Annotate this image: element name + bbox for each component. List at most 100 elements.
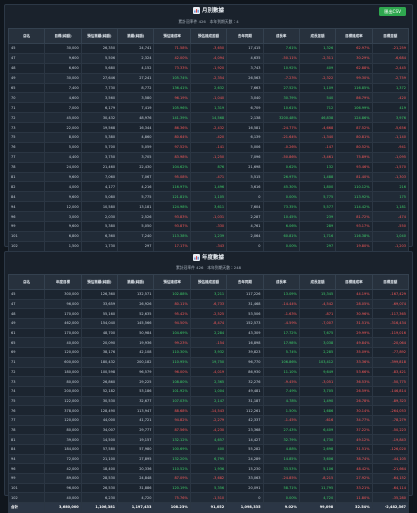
table-cell: 108.80% [153,376,191,387]
table-cell: 3,606 [298,453,337,465]
table-cell: 600,000 [44,356,82,368]
table-cell: 99.23% [153,337,191,349]
table-cell: 17,415 [226,43,264,54]
chart-icon [192,254,200,261]
table-cell: -141 [189,141,228,153]
table-cell: 96,770 [226,356,264,368]
table-cell: 49.12% [335,434,373,445]
table-cell: 9,649 [298,366,337,378]
table-cell: 5,700 [80,141,119,153]
table-cell: -2,759 [371,72,410,84]
table-cell: 124.98% [153,201,191,213]
table-row: 49 462,000 154,040 145,566 94.50% -8,474 152,5… [7,318,410,329]
table-cell: 21,100 [80,453,119,465]
table-cell: 78 [7,424,46,436]
table-cell: 31,886 [117,482,155,494]
column-header: 成長率 [262,274,300,290]
summary: 累計冠率件 426 本年到期天數：4 [178,19,239,24]
table-cell: -117,365 [371,308,410,320]
table-cell: 11.10% [262,366,300,378]
table-cell: 3,560 [80,92,119,104]
table-cell: 80,000 [44,424,82,436]
table-cell: 3,976 [371,112,410,124]
table-cell: 45,000 [44,112,82,124]
header-row: 店名 目標(純額) 預估業績(純額) 業績(純額) 預估達成率 預估達成差額 去年同期 成長率… [7,28,410,44]
table-cell: 49,481 [226,385,264,397]
export-csv-button[interactable]: 匯出CSV [379,7,406,16]
table-cell: 21,460 [80,161,119,173]
table-cell: -154 [189,337,228,349]
table-row: 76 378,000 128,490 113,947 88.68% -14,543 112,… [7,405,410,416]
table-cell: 1,040 [371,230,410,242]
table-cell: 75.89% [335,151,373,163]
table-cell: -50.11% [262,52,300,64]
table-cell: -1,140 [371,132,410,143]
table-cell: 47 [7,52,46,64]
table-cell: 116.38% [335,230,373,242]
table-cell: 419 [371,102,410,114]
table-cell: 120,000 [44,347,82,358]
table-cell: 42,000 [44,463,82,475]
table-cell: 46,838 [298,112,337,124]
table-cell: 26.97% [262,171,300,183]
table-cell: 30.29% [335,52,373,64]
table-cell: -5,656 [371,122,410,134]
table-cell: 65 [7,82,46,94]
table-cell: -1,510 [189,492,228,504]
table-cell: 6,230 [80,492,119,504]
table-cell: 27.92% [335,473,373,484]
table-cell: 24,000 [44,161,82,173]
table-cell: 27.43% [262,424,300,436]
table-cell: 86.36% [153,122,191,134]
column-header: 目標差額 [371,274,410,290]
table-cell: 5,775 [117,191,155,203]
table-cell: 28.05% [335,298,373,310]
table-cell: 62.97% [335,43,373,54]
table-cell: -1,031 [189,211,228,223]
table-cell: -50,223 [371,424,410,436]
table-cell: 1,716 [298,230,337,242]
table-cell: 4,720 [298,492,337,504]
header-row: 店名 年度目標 預估業績(純額) 業績(純額) 預估達成率 預估達成差額 去年同期 成長率 成長… [7,274,410,290]
table-cell: 99.30% [335,72,373,84]
table-cell: -330 [189,221,228,232]
table-cell: 8,000 [44,132,82,143]
table-cell: 14,427 [226,434,264,445]
table-cell: 3,705 [298,385,337,397]
table-cell: 99 [7,221,46,232]
table-cell: 19,568 [80,122,119,134]
table-cell: 462,000 [44,318,82,329]
table-cell: 71 [7,356,46,368]
table-cell: 5,515 [226,171,264,183]
table-cell: 80.81% [335,132,373,143]
table-cell: 20,091 [226,482,264,494]
table-cell: 2,147 [189,395,228,407]
table-cell: 3,616 [226,181,264,193]
table-cell: 876 [189,161,228,173]
table-cell: 93.17% [335,221,373,232]
table-cell: 7,419 [117,102,155,114]
table-cell: 84 [7,444,46,455]
table-cell: 170,000 [44,308,82,320]
table-cell: 112,261 [226,405,264,416]
table-cell: 41,721 [117,414,155,426]
table-row: 99 89,000 28,530 24,848 87.09% -3,682 33,063 -2… [7,473,410,484]
table-row: 74 200,000 52,182 53,186 101.92% 1,004 49,481 7… [7,385,410,397]
table-cell: 47 [7,298,46,310]
table-cell: 70 [7,92,46,104]
table-cell: 33.53% [262,463,300,475]
table-cell: 1,197,433 [117,502,155,513]
table-cell: 102 [7,492,46,504]
column-header: 目標達成率 [335,274,373,290]
table-cell: 29,225 [117,376,155,387]
table-cell: -2,445 [371,62,410,74]
table-cell: 30,000 [44,72,82,84]
table-cell: -2,525 [189,308,228,320]
column-header: 去年同期 [226,28,264,44]
table-cell: 9.02% [262,502,300,513]
table-cell: 1,686 [298,405,337,416]
table-cell: 31,187 [226,395,264,407]
table-cell: -8,215 [298,473,337,484]
table-cell: 2,365 [189,376,228,387]
table-cell: 26,926 [117,298,155,310]
